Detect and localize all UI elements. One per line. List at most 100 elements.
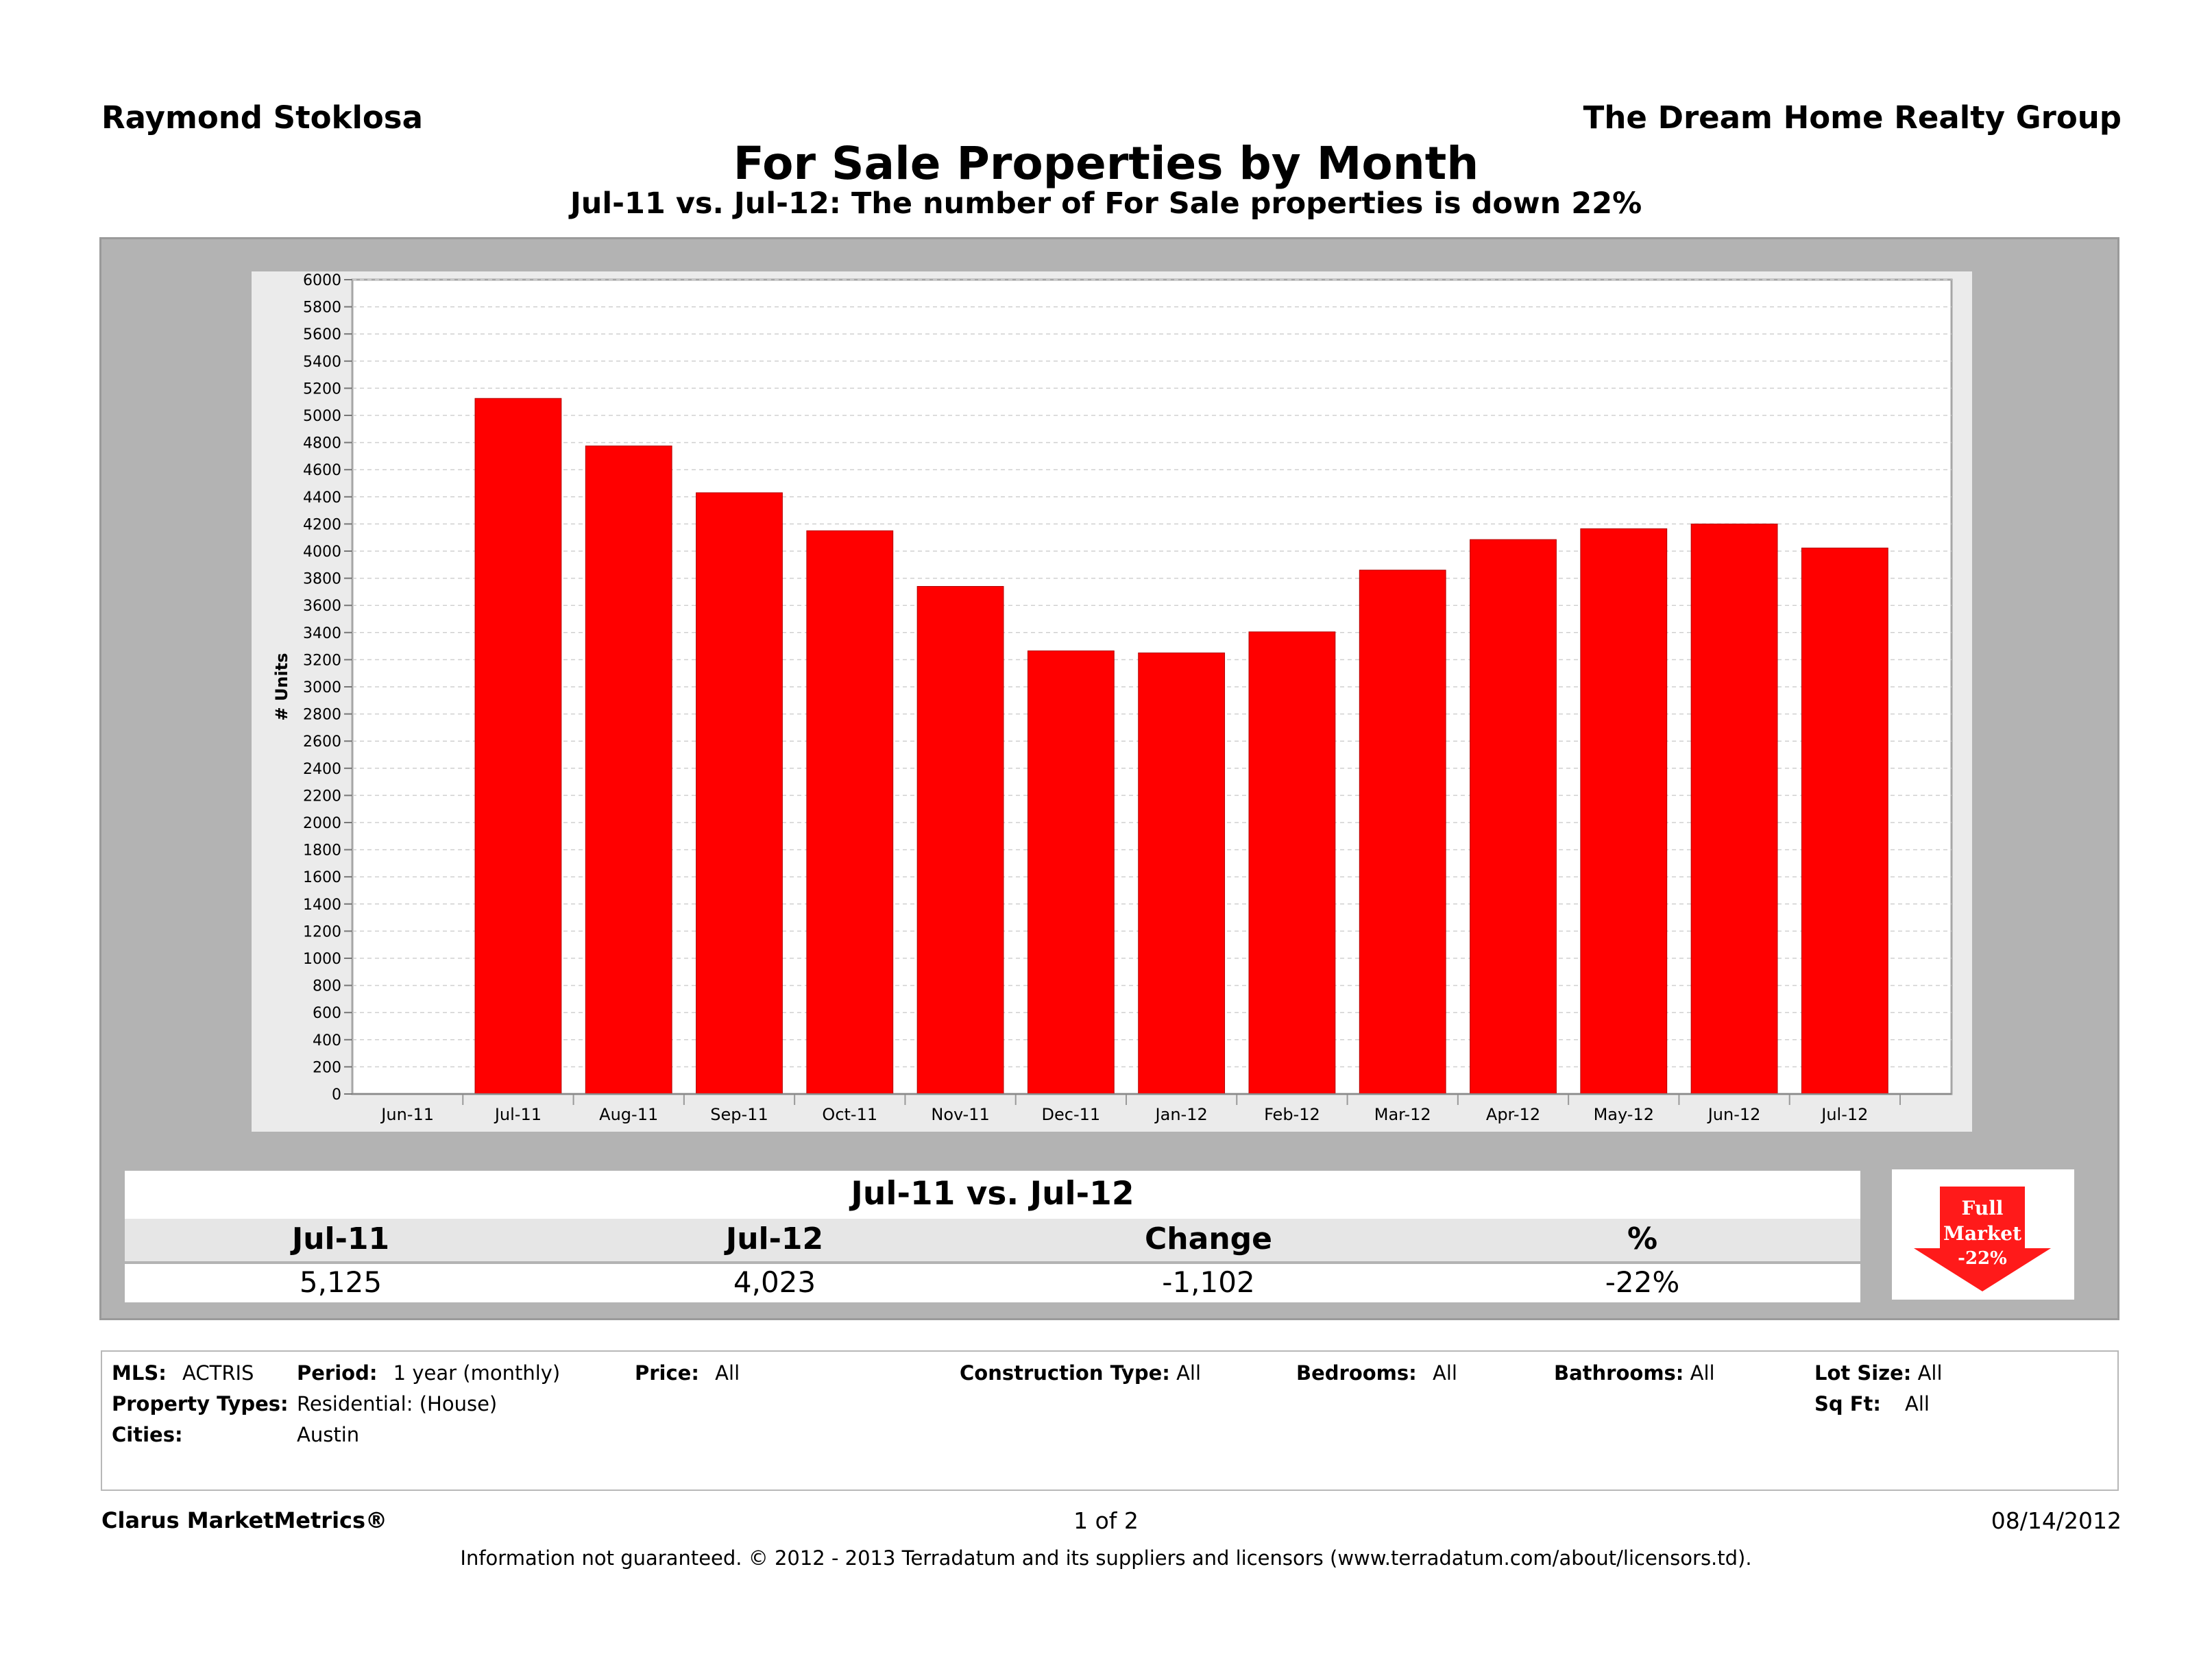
y-tick-label: 5400 [303,354,341,371]
period-value: 1 year (monthly) [393,1361,561,1385]
y-tick-label: 4600 [303,462,341,479]
badge-line-2: Market [1943,1222,2021,1245]
lotsize-label: Lot Size: [1814,1361,1912,1385]
bar [696,492,783,1095]
summary-value-row [125,1264,1860,1302]
report-title: For Sale Properties by Month [733,137,1479,190]
bar [806,530,894,1095]
company-name: The Dream Home Realty Group [1583,99,2122,136]
bathrooms-value: All [1690,1361,1715,1385]
disclaimer: Information not guaranteed. © 2012 - 201… [460,1546,1752,1570]
x-tick-label: Nov-11 [931,1105,989,1124]
cities-value: Austin [297,1423,360,1446]
property-types-label: Property Types: [112,1392,289,1415]
summary-value-jul12: 4,023 [733,1265,816,1299]
x-tick-label: May-12 [1594,1105,1654,1124]
x-tick-label: Jan-12 [1154,1105,1208,1124]
y-tick-label: 3400 [303,625,341,642]
summary-header-jul12: Jul-12 [725,1221,824,1256]
y-tick-label: 3600 [303,598,341,615]
y-tick-label: 2800 [303,707,341,724]
y-tick-label: 6000 [303,272,341,289]
down-arrow-shape [1914,1187,2051,1291]
bedrooms-label: Bedrooms: [1296,1361,1417,1385]
y-tick-label: 2600 [303,733,341,751]
construction-label: Construction Type: [960,1361,1170,1385]
y-tick-label: 5600 [303,326,341,343]
report-date: 08/14/2012 [1991,1507,2122,1534]
y-tick-label: 2400 [303,761,341,778]
y-axis-label: # Units [272,653,291,720]
summary-header-change: Change [1145,1221,1272,1256]
x-tick-label: Sep-11 [710,1105,768,1124]
summary-value-change: -1,102 [1162,1265,1255,1299]
agent-name: Raymond Stoklosa [101,99,423,136]
period-label: Period: [297,1361,378,1385]
lotsize-value: All [1917,1361,1943,1385]
x-tick-label: Jun-12 [1707,1105,1761,1124]
y-tick-label: 400 [313,1032,341,1049]
mls-value: ACTRIS [182,1361,254,1385]
bathrooms-label: Bathrooms: [1554,1361,1684,1385]
y-tick-label: 1400 [303,897,341,914]
y-tick-label: 1600 [303,869,341,886]
y-tick-label: 3800 [303,571,341,588]
bar-chart: 0 200 400 600 800 1000 1200 1400 1600 1800 2000 220… [252,271,1972,1132]
x-tick-label: Jun-11 [380,1105,434,1124]
y-tick-label: 3200 [303,652,341,669]
y-tick-label: 800 [313,978,341,995]
bar [1580,528,1668,1095]
badge-line-1: Full [1961,1197,2003,1219]
summary-value-percent: -22% [1605,1265,1680,1299]
down-arrow-icon: Full Market -22% [1914,1187,2051,1291]
x-tick-label: Jul-11 [494,1105,542,1124]
y-tick-label: 1200 [303,923,341,940]
summary-header-jul11: Jul-11 [291,1221,390,1256]
y-tick-label: 4000 [303,544,341,561]
y-tick-label: 4800 [303,435,341,452]
sqft-label: Sq Ft: [1814,1392,1882,1415]
y-tick-label: 2000 [303,815,341,832]
y-tick-label: 4200 [303,516,341,533]
summary-title: Jul-11 vs. Jul-12 [851,1175,1134,1213]
y-tick-label: 1000 [303,951,341,968]
summary-header-row [125,1219,1860,1261]
bar [1248,631,1336,1095]
summary-value-jul11: 5,125 [299,1265,382,1299]
footer-brand: Clarus MarketMetrics® [101,1507,388,1533]
bar [1359,570,1446,1095]
x-tick-label: Dec-11 [1042,1105,1101,1124]
x-tick-label: Aug-11 [599,1105,658,1124]
x-tick-label: Apr-12 [1486,1105,1540,1124]
bar [916,585,1004,1095]
summary-title-bar [125,1171,1860,1219]
y-tick-label: 2200 [303,788,341,805]
badge-line-3: -22% [1958,1248,2007,1269]
bar [1690,523,1778,1095]
bar [1801,547,1888,1095]
y-tick-label: 5000 [303,408,341,425]
summary-header-percent: % [1627,1221,1658,1256]
x-tick-label: Oct-11 [822,1105,877,1124]
mls-label: MLS: [112,1361,167,1385]
y-tick-label: 200 [313,1059,341,1076]
search-criteria-box: MLS: ACTRIS Period: 1 year (monthly) Pri… [101,1350,2119,1491]
y-tick-label: 4400 [303,489,341,507]
property-types-value: Residential: (House) [297,1392,498,1415]
y-tick-label: 600 [313,1005,341,1022]
bedrooms-value: All [1432,1361,1457,1385]
cities-label: Cities: [112,1423,183,1446]
report-subtitle: Jul-11 vs. Jul-12: The number of For Sal… [570,186,1642,221]
y-tick-label: 3000 [303,679,341,696]
bar [1138,653,1226,1095]
bar [474,398,562,1095]
construction-value: All [1176,1361,1202,1385]
y-tick-label: 5200 [303,380,341,398]
sqft-value: All [1905,1392,1930,1415]
x-tick-label: Mar-12 [1374,1105,1431,1124]
x-tick-label: Feb-12 [1264,1105,1320,1124]
price-value: All [715,1361,740,1385]
page-indicator: 1 of 2 [1073,1507,1139,1534]
bar [585,446,672,1095]
bar [1027,650,1115,1095]
